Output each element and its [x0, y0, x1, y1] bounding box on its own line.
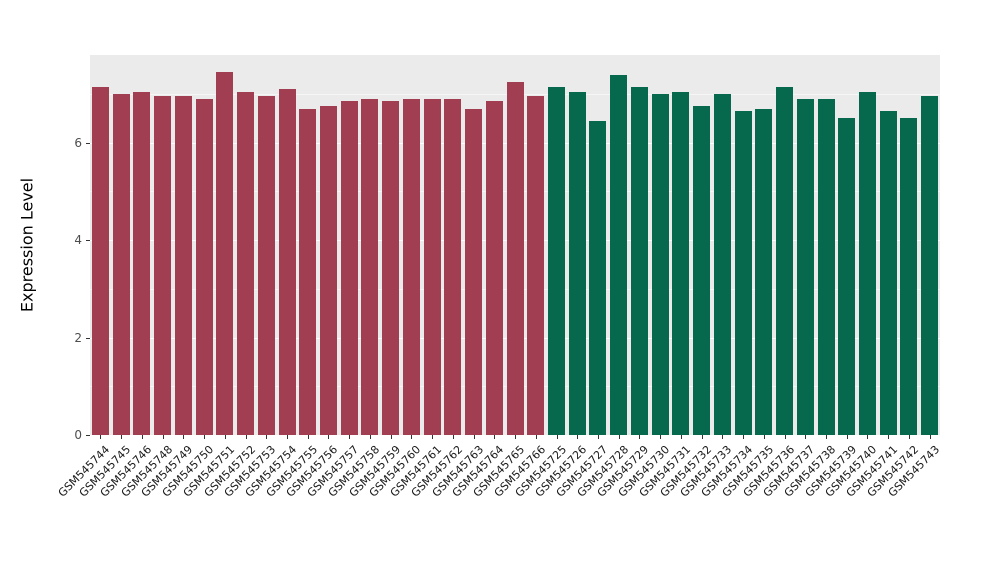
x-tick-mark: [535, 435, 537, 439]
x-tick-mark: [452, 435, 454, 439]
bar: [879, 111, 897, 435]
x-tick-mark: [846, 435, 848, 439]
y-tick-mark: [86, 240, 90, 242]
y-tick-mark: [86, 435, 90, 436]
x-tick-mark: [390, 435, 392, 439]
x-tick-mark: [245, 435, 247, 439]
x-tick-mark: [639, 435, 641, 439]
x-tick-mark: [826, 435, 827, 439]
x-tick-mark: [411, 435, 413, 439]
x-tick-mark: [867, 435, 869, 439]
x-tick-mark: [597, 435, 599, 439]
y-tick-label: 2: [74, 330, 82, 345]
bar: [216, 72, 234, 435]
x-tick-mark: [307, 435, 309, 439]
bar: [361, 98, 379, 435]
bar: [838, 118, 856, 435]
x-tick-mark: [432, 435, 434, 439]
bar: [506, 81, 524, 435]
bar: [278, 89, 296, 435]
bar: [796, 98, 814, 435]
x-tick-mark: [141, 435, 143, 439]
x-tick-mark: [908, 435, 910, 439]
x-tick-mark: [701, 435, 703, 439]
y-axis-title: Expression Level: [17, 177, 37, 313]
bar: [610, 74, 628, 435]
y-tick-label: 6: [74, 135, 82, 150]
bar: [672, 91, 690, 435]
bar: [568, 91, 586, 435]
bar: [257, 96, 275, 435]
x-tick-mark: [162, 435, 164, 439]
y-tick-mark: [86, 142, 90, 144]
bar: [589, 120, 607, 435]
bar: [91, 86, 109, 435]
y-tick-mark: [86, 337, 90, 339]
bar: [713, 94, 731, 435]
y-tick-label: 4: [74, 233, 82, 248]
bar: [402, 98, 420, 435]
bar: [548, 86, 565, 435]
x-tick-mark: [805, 435, 807, 439]
x-tick-mark: [743, 435, 744, 439]
x-tick-mark: [121, 435, 123, 439]
x-tick-mark: [494, 435, 496, 439]
bar: [444, 98, 462, 435]
x-tick-mark: [722, 435, 724, 439]
bar: [465, 108, 482, 435]
x-tick-mark: [556, 435, 558, 439]
bar: [630, 86, 648, 435]
x-tick-mark: [763, 435, 765, 439]
bar: [485, 101, 503, 435]
bar: [651, 94, 669, 435]
x-tick-mark: [473, 435, 475, 439]
x-tick-mark: [204, 435, 205, 439]
bar: [858, 91, 876, 435]
x-tick-mark: [784, 435, 786, 439]
x-tick-mark: [287, 435, 288, 439]
x-tick-mark: [577, 435, 579, 439]
x-tick-mark: [183, 435, 185, 439]
x-tick-mark: [929, 435, 931, 439]
bar: [755, 108, 773, 435]
x-tick-mark: [266, 435, 268, 439]
bar: [112, 94, 130, 435]
bar: [900, 118, 918, 435]
bar: [921, 96, 939, 435]
bar: [693, 106, 711, 435]
x-tick-mark: [349, 435, 351, 439]
bar: [776, 86, 793, 435]
x-tick-mark: [618, 435, 620, 439]
y-tick-label: 0: [74, 428, 82, 442]
bar: [154, 96, 172, 435]
x-tick-mark: [660, 435, 662, 439]
x-tick-mark: [328, 435, 330, 439]
bar: [319, 106, 337, 435]
bar: [195, 98, 213, 435]
x-tick-mark: [515, 435, 516, 439]
x-tick-mark: [680, 435, 682, 439]
x-tick-mark: [369, 435, 371, 439]
bar: [133, 91, 151, 435]
bar: [734, 111, 752, 435]
bar: [237, 91, 254, 435]
bar: [299, 108, 317, 435]
bar: [423, 98, 441, 435]
bar: [174, 96, 192, 435]
bar: [340, 101, 358, 435]
x-tick-mark: [100, 435, 102, 439]
x-tick-mark: [888, 435, 890, 439]
bar: [527, 96, 545, 435]
bar: [382, 101, 400, 435]
bar: [817, 98, 835, 435]
x-tick-mark: [224, 435, 226, 439]
